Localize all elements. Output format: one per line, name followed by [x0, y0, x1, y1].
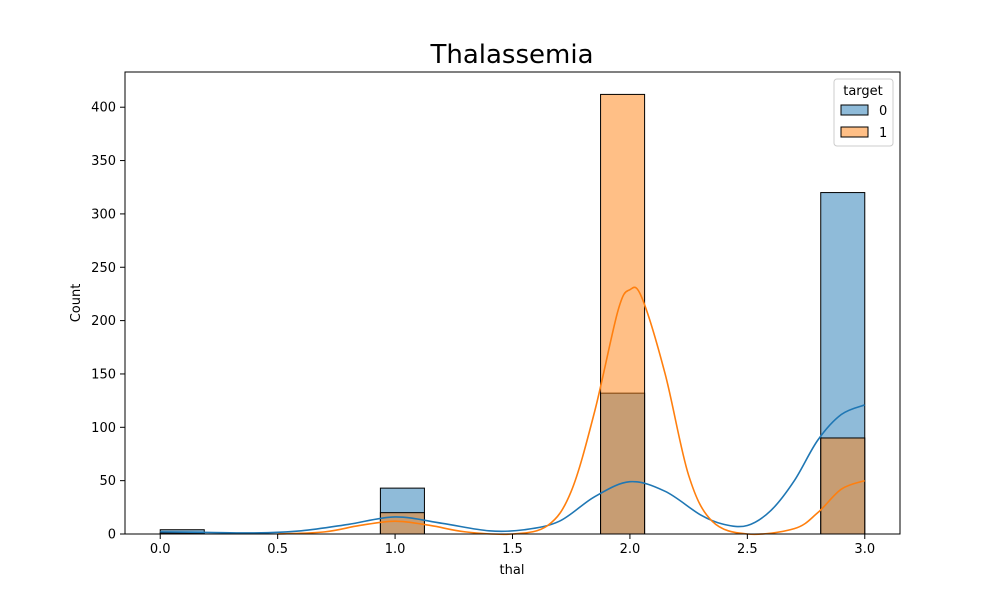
plot-frame — [124, 71, 901, 535]
legend-swatch-1 — [840, 126, 869, 138]
bars-layer — [159, 93, 866, 535]
legend-swatch-0 — [840, 104, 869, 116]
y-axis: 0 50 100 150 200 250 300 350 400 — [91, 101, 125, 543]
kde-line-series-0 — [160, 404, 866, 534]
y-tick-label-1: 50 — [99, 474, 116, 489]
y-tick-label-5: 250 — [91, 261, 116, 276]
x-tick-label-6: 3.0 — [854, 542, 875, 557]
y-tick-label-3: 150 — [91, 367, 116, 382]
y-tick-label-2: 100 — [91, 421, 116, 436]
bar-series-1-2 — [600, 93, 646, 535]
legend-title: target — [843, 84, 883, 99]
x-tick-label-2: 1.0 — [385, 542, 406, 557]
y-tick-label-7: 350 — [91, 154, 116, 169]
y-axis-label: Count — [69, 284, 84, 323]
x-tick-label-3: 1.5 — [502, 542, 523, 557]
kde-line-series-1 — [277, 286, 866, 536]
bar-series-1-3 — [820, 437, 866, 535]
legend: target 0 1 — [833, 78, 894, 147]
kde-layer — [160, 286, 866, 536]
y-tick-label-6: 300 — [91, 207, 116, 222]
x-axis: 0.0 0.5 1.0 1.5 2.0 2.5 3.0 — [150, 534, 875, 557]
x-axis-label: thal — [500, 563, 525, 578]
y-tick-label-4: 200 — [91, 314, 116, 329]
x-tick-label-4: 2.0 — [620, 542, 641, 557]
x-tick-label-1: 0.5 — [267, 542, 288, 557]
legend-label-0: 0 — [879, 104, 887, 119]
x-tick-label-0: 0.0 — [150, 542, 171, 557]
y-tick-label-8: 400 — [91, 101, 116, 116]
legend-label-1: 1 — [879, 126, 887, 141]
y-tick-label-0: 0 — [108, 528, 116, 543]
chart-title: Thalassemia — [429, 40, 593, 70]
x-tick-label-5: 2.5 — [737, 542, 758, 557]
